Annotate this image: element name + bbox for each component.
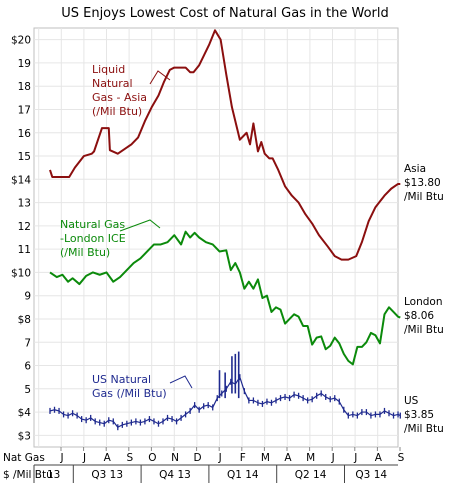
y-tick-label: 13 — [18, 198, 31, 210]
series-annotation: (/Mil Btu) — [92, 105, 142, 118]
series-line — [49, 29, 401, 261]
end-value-label: London — [404, 296, 443, 308]
end-value-label: Asia — [404, 163, 426, 175]
month-label: J — [218, 452, 222, 464]
month-label: A — [104, 452, 112, 464]
series-london-ice — [49, 230, 401, 366]
quarter-label: 13 — [47, 469, 60, 481]
quarter-label: Q1 14 — [227, 469, 259, 481]
month-label: J — [353, 452, 357, 464]
end-value-label: /Mil Btu — [404, 191, 444, 203]
quarter-label: Q3 14 — [355, 469, 387, 481]
x-axis-caption: Nat Gas — [3, 452, 45, 464]
y-tick-label: 6 — [24, 361, 31, 373]
series-annotation: -London ICE — [60, 232, 126, 245]
y-tick-label: $14 — [11, 174, 31, 186]
end-value-label: $3.85 — [404, 409, 434, 421]
quarter-label: Q3 13 — [91, 469, 123, 481]
y-tick-label: 5 — [24, 384, 31, 396]
month-label: J — [59, 452, 63, 464]
plot-area — [33, 27, 399, 448]
y-tick-label: $20 — [11, 35, 31, 47]
series-annotation: Liquid — [92, 63, 125, 76]
month-label: O — [148, 452, 156, 464]
end-value-label: /Mil Btu — [404, 324, 444, 336]
y-tick-label: 16 — [18, 128, 32, 140]
x-axis-caption: $ /Mil Btu — [3, 469, 53, 481]
y-tick-label: 12 — [18, 221, 31, 233]
end-value-label: US — [404, 395, 419, 407]
chart-title: US Enjoys Lowest Cost of Natural Gas in … — [61, 6, 389, 21]
month-label: M — [261, 452, 270, 464]
month-label: N — [171, 452, 179, 464]
month-label: F — [240, 452, 246, 464]
series-layer — [49, 29, 401, 431]
annotation-leader — [169, 375, 193, 389]
end-value-label: /Mil Btu — [404, 423, 444, 435]
y-tick-label: $8 — [18, 314, 31, 326]
series-annotation: US Natural — [92, 373, 151, 386]
series-annotation: Gas (/Mil Btu) — [92, 387, 167, 400]
end-value-label: $13.80 — [404, 177, 441, 189]
series-line — [49, 230, 401, 366]
series-annotation: Natural — [92, 77, 133, 90]
month-label: M — [306, 452, 315, 464]
month-label: A — [284, 452, 292, 464]
y-tick-label: 18 — [18, 81, 31, 93]
month-label: D — [194, 452, 202, 464]
series-asia-lng — [49, 29, 401, 261]
y-tick-label: $10 — [11, 267, 31, 279]
x-axis: J J A S O N D J F M A M J J A S 13 Q3 13 Q4 13 Q1 14 Q2 14 Q3… — [3, 447, 405, 483]
month-label: A — [375, 452, 383, 464]
annotation-leader — [149, 70, 171, 85]
y-tick-label: 9 — [24, 291, 31, 303]
quarter-label: Q4 13 — [159, 469, 191, 481]
y-tick-label: 11 — [18, 244, 31, 256]
y-tick-label: $4 — [18, 407, 32, 419]
y-axis: $20 19 18 17 16 15 $14 13 12 11 $10 9 $8 7 6 5 $4 $3 — [11, 35, 31, 443]
month-label: S — [126, 452, 133, 464]
y-tick-label: 7 — [24, 337, 31, 349]
month-label: J — [82, 452, 86, 464]
series-annotation: Gas - Asia — [92, 91, 147, 104]
month-label: J — [331, 452, 335, 464]
series-annotation: (/Mil Btu) — [60, 246, 110, 259]
y-tick-label: 15 — [18, 151, 31, 163]
y-tick-label: $3 — [18, 430, 31, 442]
quarter-label: Q2 14 — [295, 469, 327, 481]
end-value-label: $8.06 — [404, 310, 434, 322]
series-us-natural-gas — [49, 351, 401, 431]
y-tick-label: 17 — [18, 104, 31, 116]
month-label: S — [398, 452, 405, 464]
y-tick-label: 19 — [18, 58, 31, 70]
annotation-leader — [119, 219, 161, 232]
series-annotation: Natural Gas — [60, 218, 125, 231]
